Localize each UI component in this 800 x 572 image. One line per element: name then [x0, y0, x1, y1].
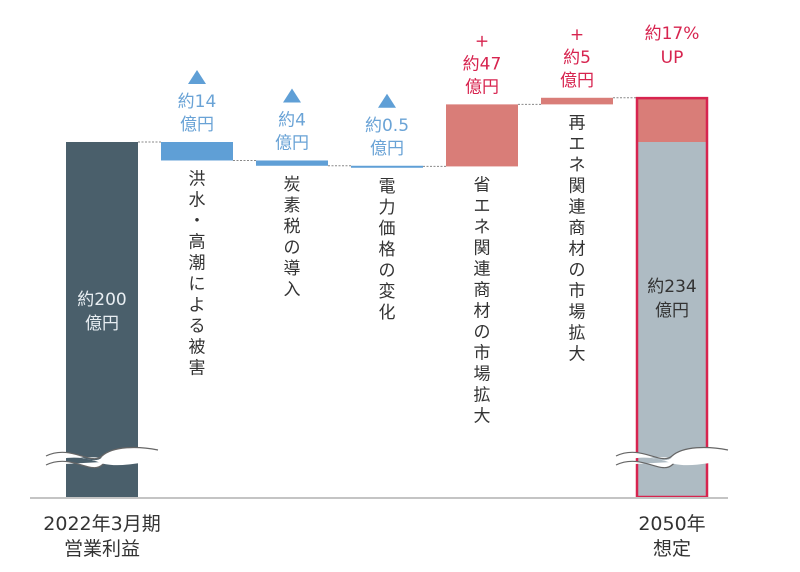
category-char: 拡 [474, 385, 491, 405]
decrease-triangle-icon [188, 70, 206, 84]
category-char: 連 [474, 259, 491, 279]
category-char: の [379, 261, 396, 281]
category-label-start: 2022年3月期 [43, 513, 160, 535]
category-char: 変 [379, 282, 396, 302]
value-label-unit-flood: 億円 [180, 115, 214, 135]
category-sublabel-end: 想定 [653, 538, 691, 560]
bars [66, 96, 709, 499]
category-char: 害 [189, 358, 206, 378]
category-label-end: 2050年 [638, 513, 705, 535]
category-char: エ [474, 196, 491, 216]
axis-break-line-top-end [615, 446, 729, 460]
category-char: 省 [474, 175, 491, 195]
category-char: 炭 [284, 175, 301, 195]
category-char: 再 [569, 113, 586, 133]
category-char: 場 [474, 364, 491, 384]
category-char: 格 [379, 240, 396, 260]
value-label-energy-saving: 約47 [463, 54, 502, 74]
category-char: 洪 [189, 169, 206, 189]
bar-renewable [541, 97, 613, 105]
value-label-carbon-tax: 約4 [278, 110, 306, 130]
axis-break-line-top-start [45, 446, 159, 460]
category-char: 商 [569, 218, 586, 238]
category-char: 導 [284, 259, 301, 279]
category-char: よ [189, 295, 206, 315]
labels: 約200億円2022年3月期営業利益億円約14洪水・高潮による被害億円約4炭素税… [43, 24, 705, 560]
category-char: 関 [474, 238, 491, 258]
category-char: 市 [474, 343, 491, 363]
category-char: 力 [379, 198, 396, 218]
category-char: 連 [569, 197, 586, 217]
category-char: に [189, 274, 206, 294]
value-label-unit-start: 億円 [85, 314, 119, 334]
value-label-unit-energy-saving: 億円 [465, 77, 499, 97]
category-char: 大 [474, 406, 491, 426]
axis-break-gap-end [616, 449, 728, 466]
bar-power-price [351, 165, 423, 168]
value-label-unit-renewable: 億円 [560, 71, 594, 91]
top-label-end: 約17% [645, 24, 700, 44]
category-char: 税 [284, 217, 301, 237]
category-char: る [189, 316, 206, 336]
decrease-triangle-icon [283, 88, 301, 103]
category-char: 化 [379, 303, 396, 323]
category-char: 商 [474, 280, 491, 300]
value-label-unit-end: 億円 [655, 301, 689, 321]
category-char: 価 [379, 219, 396, 239]
bar-carbon-tax [256, 160, 328, 166]
increase-plus-icon: + [570, 25, 584, 45]
bar-start [66, 142, 138, 498]
value-label-renewable: 約5 [563, 48, 591, 68]
bar-end-base [636, 142, 708, 498]
category-char: 市 [569, 281, 586, 301]
category-char: ・ [189, 211, 206, 231]
category-char: 潮 [189, 253, 206, 273]
axis-breaks [45, 446, 729, 469]
category-char: 水 [189, 190, 206, 210]
value-label-unit-power-price: 億円 [370, 139, 404, 159]
connector-lines [138, 97, 636, 167]
category-char: の [569, 260, 586, 280]
category-char: 関 [569, 176, 586, 196]
category-char: ネ [474, 217, 491, 237]
value-label-flood: 約14 [178, 92, 217, 112]
category-char: 拡 [569, 323, 586, 343]
category-char: ネ [569, 155, 586, 175]
category-char: の [284, 238, 301, 258]
bar-flood [161, 142, 233, 161]
category-char: エ [569, 134, 586, 154]
category-char: 場 [569, 302, 586, 322]
value-label-unit-carbon-tax: 億円 [275, 133, 309, 153]
category-char: 高 [189, 232, 206, 252]
top-label-sub-end: UP [661, 48, 684, 68]
increase-plus-icon: + [475, 31, 489, 51]
category-char: 材 [474, 301, 491, 321]
category-char: の [474, 322, 491, 342]
category-sublabel-start: 営業利益 [64, 538, 140, 560]
value-label-start: 約200 [77, 290, 126, 310]
category-char: 被 [189, 337, 206, 357]
bar-energy-saving [446, 104, 518, 167]
category-char: 大 [569, 344, 586, 364]
bar-end-increase [636, 97, 708, 142]
category-char: 材 [569, 239, 586, 259]
value-label-power-price: 約0.5 [365, 116, 409, 136]
category-char: 電 [379, 177, 396, 197]
value-label-end: 約234 [647, 277, 696, 297]
axis-break-gap-start [46, 449, 158, 466]
category-char: 入 [284, 280, 301, 300]
decrease-triangle-icon [378, 93, 396, 108]
category-char: 素 [284, 196, 301, 216]
